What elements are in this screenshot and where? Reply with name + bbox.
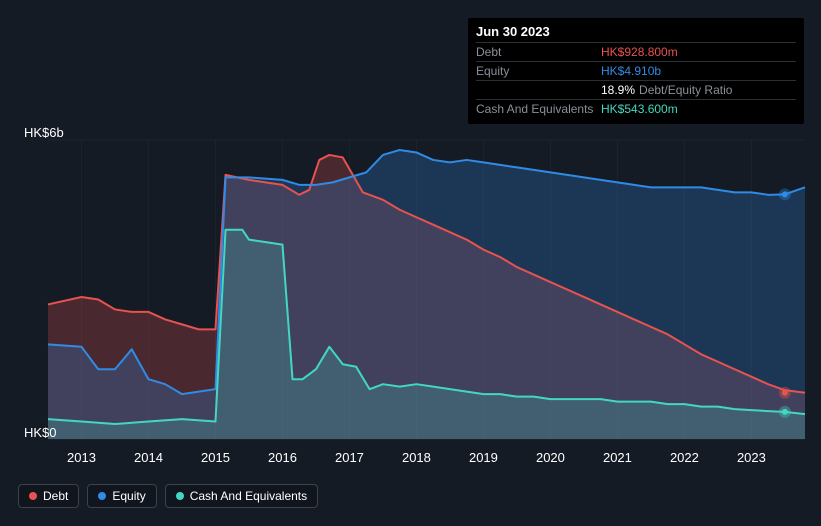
tooltip-row: EquityHK$4.910b <box>476 61 796 80</box>
legend-dot-icon <box>98 492 106 500</box>
tooltip-row-label <box>476 83 601 97</box>
tooltip-row: Cash And EquivalentsHK$543.600m <box>476 99 796 118</box>
cursor-marker-debt <box>782 390 788 396</box>
debt-equity-chart: HK$6b HK$0 2013 2014 2015 2016 2017 2018 2019 2… <box>0 0 821 526</box>
x-tick-2022: 2022 <box>670 450 699 465</box>
y-axis-max-label: HK$6b <box>24 125 64 140</box>
x-tick-2021: 2021 <box>603 450 632 465</box>
legend-item-label: Debt <box>43 489 68 503</box>
legend-dot-icon <box>29 492 37 500</box>
tooltip-row-label: Debt <box>476 45 601 59</box>
legend-dot-icon <box>176 492 184 500</box>
y-axis-min-label: HK$0 <box>24 425 57 440</box>
tooltip-row-label: Cash And Equivalents <box>476 102 601 116</box>
legend-item-label: Cash And Equivalents <box>190 489 307 503</box>
x-tick-2019: 2019 <box>469 450 498 465</box>
x-tick-2018: 2018 <box>402 450 431 465</box>
legend-item-label: Equity <box>112 489 145 503</box>
tooltip-row-label: Equity <box>476 64 601 78</box>
x-tick-2014: 2014 <box>134 450 163 465</box>
x-tick-2016: 2016 <box>268 450 297 465</box>
x-tick-2020: 2020 <box>536 450 565 465</box>
legend-item-debt[interactable]: Debt <box>18 484 79 508</box>
cursor-marker-equity <box>782 191 788 197</box>
tooltip-row-value: HK$4.910b <box>601 64 796 78</box>
legend-item-cash-and-equivalents[interactable]: Cash And Equivalents <box>165 484 318 508</box>
tooltip-row: 18.9%Debt/Equity Ratio <box>476 80 796 99</box>
legend-item-equity[interactable]: Equity <box>87 484 156 508</box>
x-tick-2015: 2015 <box>201 450 230 465</box>
tooltip-date: Jun 30 2023 <box>476 24 796 39</box>
x-tick-2017: 2017 <box>335 450 364 465</box>
tooltip-row-value: HK$543.600m <box>601 102 796 116</box>
tooltip-row-value: HK$928.800m <box>601 45 796 59</box>
chart-tooltip: Jun 30 2023 DebtHK$928.800mEquityHK$4.91… <box>468 18 804 124</box>
x-tick-2013: 2013 <box>67 450 96 465</box>
tooltip-row-value: 18.9%Debt/Equity Ratio <box>601 83 796 97</box>
tooltip-row: DebtHK$928.800m <box>476 42 796 61</box>
chart-legend: Debt Equity Cash And Equivalents <box>18 484 318 508</box>
x-tick-2023: 2023 <box>737 450 766 465</box>
cursor-marker-cash-and-equivalents <box>782 409 788 415</box>
